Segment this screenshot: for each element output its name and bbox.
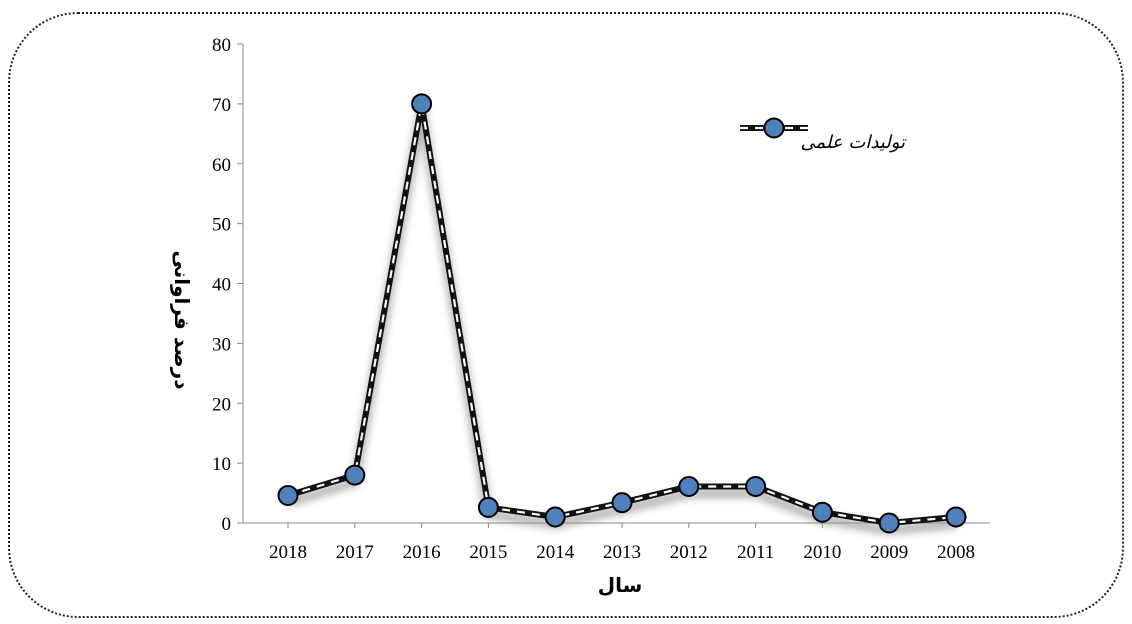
y-tick-label: 70 xyxy=(212,95,231,116)
axes xyxy=(237,43,990,528)
data-point xyxy=(411,93,433,115)
x-tick-label: 2015 xyxy=(469,542,507,563)
x-tick-label: 2018 xyxy=(269,542,307,563)
tick-labels: 0 10 20 30 40 50 60 70 80 2018 2017 2016 2015 2014 201… xyxy=(212,35,975,563)
series-shadow xyxy=(286,106,957,535)
x-tick-label: 2008 xyxy=(937,542,975,563)
y-tick-label: 30 xyxy=(212,334,231,355)
legend-label: تولیدات علمی xyxy=(801,132,907,153)
x-tick-label: 2013 xyxy=(603,542,641,563)
x-tick-label: 2017 xyxy=(336,542,374,563)
data-point xyxy=(611,492,633,514)
data-point xyxy=(344,464,366,486)
x-tick-label: 2012 xyxy=(670,542,708,563)
y-tick-label: 0 xyxy=(222,514,232,535)
y-tick-label: 10 xyxy=(212,454,231,475)
x-axis-title: سال xyxy=(598,573,643,597)
y-tick-label: 20 xyxy=(212,394,231,415)
series-markers xyxy=(277,93,967,534)
dotted-rounded-frame xyxy=(8,12,1124,618)
x-tick-label: 2016 xyxy=(403,542,441,563)
data-point xyxy=(477,496,499,518)
data-point xyxy=(878,512,900,534)
data-point xyxy=(945,506,967,528)
y-tick-label: 80 xyxy=(212,35,231,56)
data-point xyxy=(811,501,833,523)
legend-marker xyxy=(763,117,785,139)
data-point xyxy=(277,484,299,506)
data-point xyxy=(678,475,700,497)
x-tick-label: 2010 xyxy=(803,542,841,563)
y-axis-title: درصد فراوانی xyxy=(170,250,194,389)
x-tick-label: 2014 xyxy=(536,542,575,563)
y-tick-label: 40 xyxy=(212,275,231,296)
y-tick-label: 60 xyxy=(212,155,231,176)
x-tick-label: 2009 xyxy=(870,542,908,563)
data-point xyxy=(544,506,566,528)
y-tick-label: 50 xyxy=(212,215,231,236)
legend: تولیدات علمی xyxy=(740,117,907,153)
data-point xyxy=(745,475,767,497)
series-shadow-line xyxy=(286,106,957,535)
x-tick-label: 2011 xyxy=(737,542,774,563)
